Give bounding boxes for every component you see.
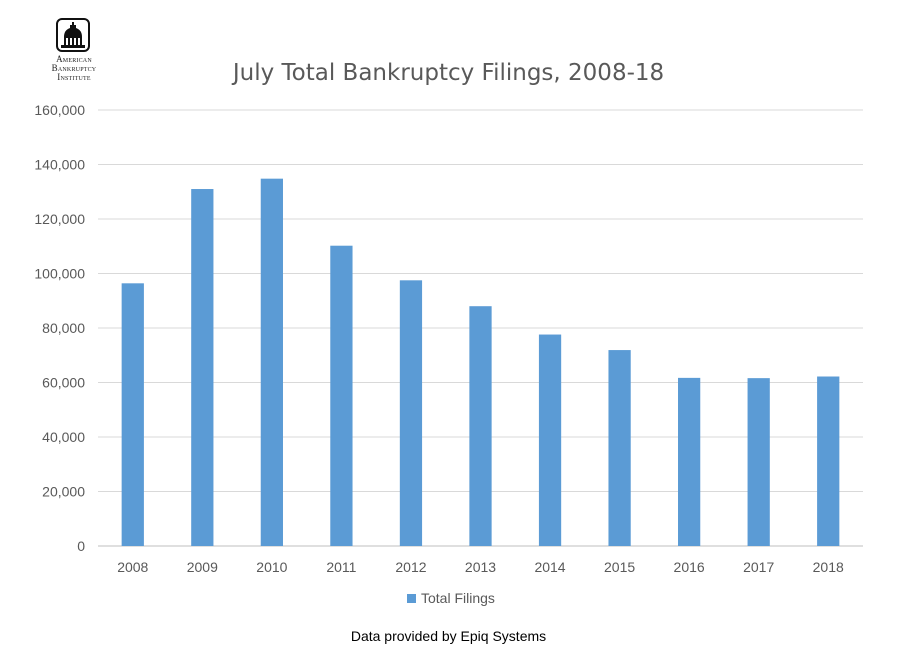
source-note: Data provided by Epiq Systems [350, 628, 547, 644]
x-tick-label: 2011 [326, 559, 356, 575]
x-tick-label: 2014 [534, 559, 565, 575]
bar [399, 280, 423, 546]
y-tick-label: 0 [77, 538, 85, 554]
logo-text-line2: Bankruptcy [51, 63, 97, 73]
y-tick-label: 20,000 [42, 484, 85, 500]
y-tick-label: 100,000 [34, 266, 85, 282]
bar [608, 350, 631, 546]
bar [260, 178, 283, 547]
bar [817, 376, 840, 546]
x-tick-label: 2015 [604, 559, 635, 575]
legend: Total Filings [407, 590, 495, 606]
y-tick-label: 80,000 [42, 320, 85, 336]
x-tick-label: 2010 [256, 559, 287, 575]
x-tick-label: 2017 [743, 559, 774, 575]
y-tick-label: 120,000 [34, 211, 85, 227]
capitol-dome-icon [56, 18, 90, 52]
legend-swatch [407, 594, 416, 603]
x-tick-label: 2012 [395, 559, 426, 575]
legend-label: Total Filings [421, 590, 495, 606]
bar [678, 377, 701, 546]
logo-text-line1: American [56, 54, 92, 64]
x-tick-label: 2018 [813, 559, 844, 575]
logo-text-line3: Institute [57, 72, 91, 82]
x-tick-label: 2016 [674, 559, 705, 575]
bar [121, 283, 144, 546]
y-tick-label: 160,000 [34, 102, 85, 118]
chart-title: July Total Bankruptcy Filings, 2008-18 [232, 60, 665, 86]
y-tick-label: 140,000 [34, 157, 85, 173]
x-tick-label: 2013 [465, 559, 496, 575]
bar [538, 334, 562, 546]
bar [330, 245, 353, 546]
bar [191, 189, 214, 546]
x-tick-label: 2008 [117, 559, 148, 575]
bar [747, 378, 770, 546]
y-tick-label: 60,000 [42, 375, 85, 391]
aba-logo: American Bankruptcy Institute [38, 18, 108, 90]
y-tick-label: 40,000 [42, 429, 85, 445]
x-tick-label: 2009 [187, 559, 218, 575]
bar [469, 306, 492, 546]
